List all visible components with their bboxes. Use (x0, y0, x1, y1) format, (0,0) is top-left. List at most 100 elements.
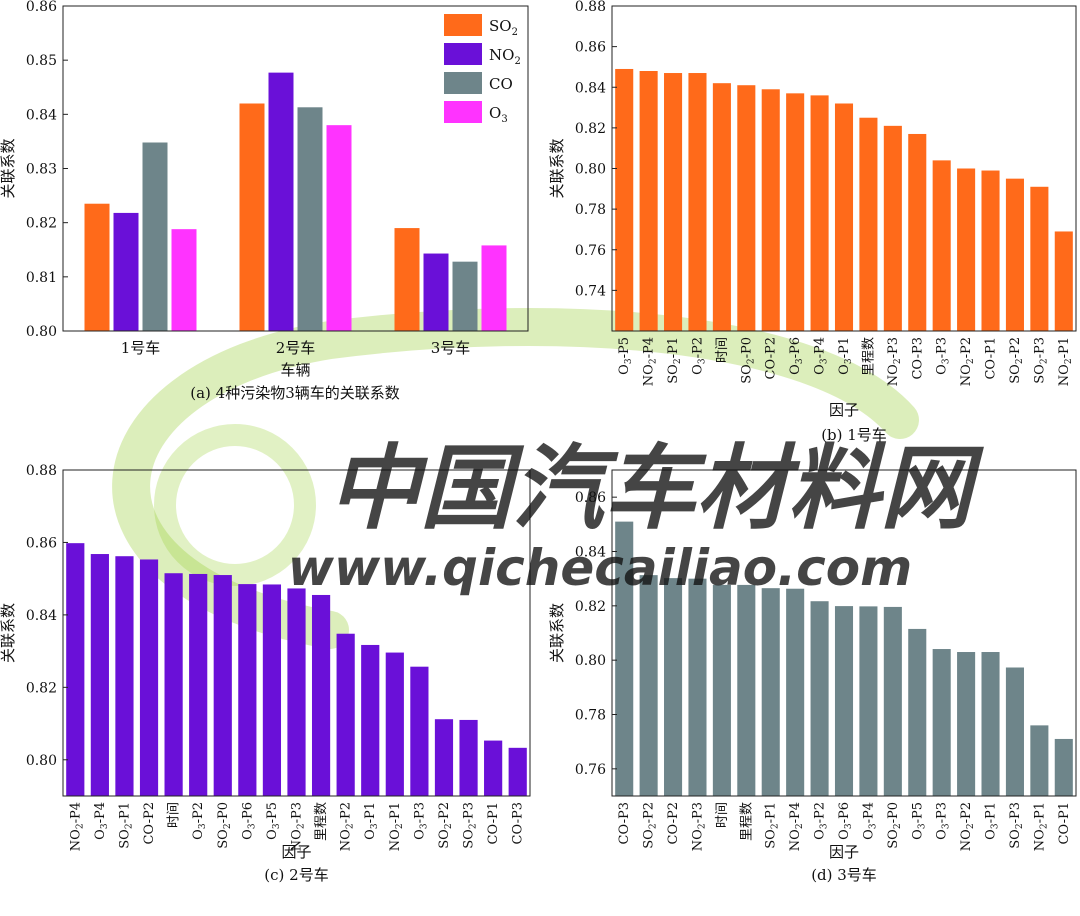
watermark-swirl-arc (112, 307, 919, 649)
x-tick-label: NO2-P2 (959, 337, 976, 386)
x-tick-label: SO2-P3 (462, 802, 479, 849)
x-tick-label: O3-P1 (363, 802, 380, 840)
watermark-swirl (112, 307, 919, 649)
bar-5 (712, 83, 731, 331)
bars (615, 521, 1073, 796)
bar-o3-3 (481, 245, 507, 331)
x-tick-label: 里程数 (739, 802, 754, 841)
bar-no2-3 (423, 253, 449, 331)
x-tick-label: O3-P4 (93, 802, 110, 840)
bar-11 (311, 594, 331, 796)
chart-panel-1: 0.80 0.81 0.82 0.83 0.84 0.85 0.86 关联系数 1号车 2号车 3号… (0, 0, 529, 402)
y-tick-label: 0.80 (575, 162, 606, 178)
y-tick-label: 0.84 (26, 107, 57, 123)
x-tick-label: O3-P6 (240, 802, 257, 840)
y-tick-label: 0.81 (26, 270, 57, 286)
bar-15 (957, 652, 976, 796)
bar-9 (262, 584, 282, 796)
x-tick-label: SO2-P0 (739, 337, 756, 384)
y-tick-label: 0.80 (575, 653, 606, 669)
x-tick-label: NO2-P2 (339, 802, 356, 851)
legend-swatch (444, 101, 482, 123)
x-tick-label: SO2-P2 (437, 802, 454, 849)
legend-label: NO2 (489, 46, 521, 67)
y-tick-label: 0.85 (26, 53, 57, 69)
bar-6 (189, 573, 208, 796)
x-tick-label: CO-P3 (910, 337, 925, 380)
x-tick-label: SO2-P3 (1008, 802, 1025, 849)
x-axis-label: 因子 (829, 843, 859, 861)
x-tick-label: CO-P1 (486, 802, 501, 845)
bar-16 (981, 652, 1000, 796)
y-tick-label: 0.83 (26, 162, 57, 178)
y-axis-label: 关联系数 (548, 603, 566, 663)
bar-o3-1 (171, 229, 197, 331)
bar-3 (115, 556, 134, 796)
y-tick-label: 0.82 (26, 216, 57, 232)
bar-8 (786, 588, 805, 796)
legend-swatch (444, 14, 482, 36)
bar-1 (615, 68, 634, 331)
bar-2 (639, 71, 658, 331)
x-tick-label: NO2-P1 (388, 802, 405, 851)
legend-label: CO (489, 75, 513, 93)
y-tick-label: 0.74 (575, 283, 606, 299)
x-tick-label: O3-P6 (837, 802, 854, 840)
x-tick-label: O3-P3 (935, 802, 952, 840)
x-tick-label: O3-P6 (788, 337, 805, 375)
bar-14 (385, 652, 404, 796)
chart-panel-2: 0.74 0.76 0.78 0.80 0.82 0.84 0.86 0.88 关联系数 O3-P… (548, 0, 1077, 444)
watermark-title: 中国汽车材料网 (328, 435, 984, 542)
bar-so2-1 (84, 203, 110, 331)
chart-caption: (c) 2号车 (264, 866, 328, 884)
bar-12 (883, 606, 902, 796)
bar-no2-2 (268, 72, 294, 331)
bar-7 (761, 89, 780, 331)
y-tick-label: 0.86 (26, 535, 57, 551)
bar-1 (615, 521, 634, 796)
x-tick-label: O3-P1 (837, 337, 854, 375)
x-tick-label: O3-P1 (984, 802, 1001, 840)
y-axis-ticks: 0.80 0.81 0.82 0.83 0.84 0.85 0.86 (26, 0, 68, 340)
bar-8 (238, 584, 257, 796)
bar-5 (164, 573, 183, 796)
y-tick-label: 0.84 (26, 608, 57, 624)
x-tick-label: O3-P2 (191, 802, 208, 840)
bar-4 (688, 578, 707, 796)
bar-11 (859, 117, 878, 331)
bar-6 (737, 584, 756, 796)
x-tick-label: NO2-P4 (68, 802, 85, 851)
x-tick-label: CO-P3 (511, 802, 526, 845)
x-tick-label: 时间 (167, 802, 182, 828)
x-axis-label: 车辆 (280, 361, 310, 379)
bar-14 (932, 649, 951, 796)
bar-19 (508, 747, 527, 796)
legend-label: O3 (489, 104, 508, 125)
bar-16 (981, 170, 1000, 331)
bar-so2-2 (239, 103, 265, 331)
y-tick-label: 0.86 (26, 0, 57, 15)
x-tick-label: O3-P3 (935, 337, 952, 375)
y-tick-label: 0.82 (26, 680, 57, 696)
y-tick-label: 0.76 (575, 243, 606, 259)
bar-2 (90, 554, 109, 796)
x-axis-label: 因子 (281, 843, 311, 861)
bar-co-1 (142, 142, 168, 331)
bars (615, 68, 1073, 331)
y-tick-label: 0.78 (575, 202, 606, 218)
bar-13 (908, 133, 927, 331)
bar-2 (639, 575, 658, 796)
chart-caption: (b) 1号车 (821, 426, 887, 444)
y-axis-label: 关联系数 (0, 138, 17, 198)
y-axis-label: 关联系数 (548, 138, 566, 198)
plot-frame (611, 469, 1077, 797)
bar-15 (410, 666, 429, 796)
bars (84, 72, 507, 332)
x-tick-label: CO-P3 (617, 802, 632, 845)
bar-3 (664, 578, 683, 796)
x-tick-label: SO2-P1 (764, 802, 781, 849)
bar-18 (484, 740, 503, 796)
x-tick-label: NO2-P3 (886, 337, 903, 386)
